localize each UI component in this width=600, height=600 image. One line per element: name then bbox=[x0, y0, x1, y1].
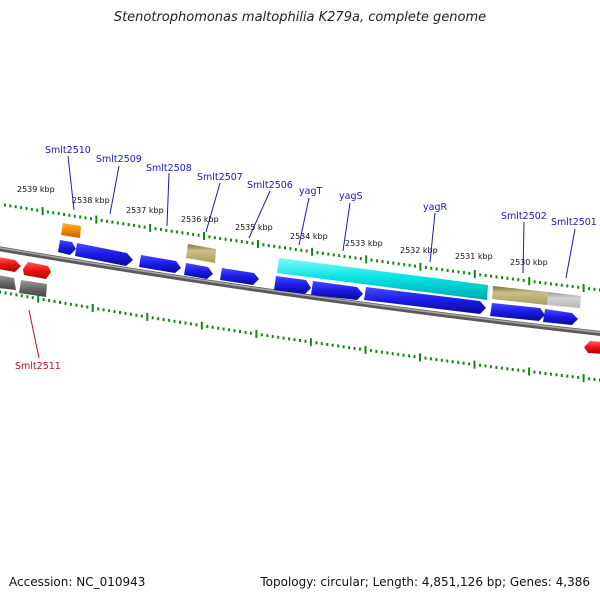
accession-text: Accession: NC_010943 bbox=[9, 575, 146, 589]
gene-label: Smlt2501 bbox=[551, 217, 597, 228]
gene-feature bbox=[61, 223, 81, 238]
gene-feature bbox=[0, 257, 21, 272]
gene-label: yagT bbox=[299, 186, 322, 197]
gene-feature bbox=[23, 262, 51, 279]
kbp-label: 2537 kbp bbox=[126, 206, 164, 215]
gene-feature bbox=[58, 240, 76, 255]
gene-feature bbox=[584, 341, 600, 354]
kbp-label: 2533 kbp bbox=[345, 239, 383, 248]
genome-summary-text: Topology: circular; Length: 4,851,126 bp… bbox=[260, 575, 590, 589]
gene-feature bbox=[220, 268, 259, 285]
gene-label: Smlt2511 bbox=[15, 361, 61, 372]
gene-feature bbox=[490, 303, 545, 321]
upper-tick-ring bbox=[4, 203, 600, 292]
gene-label: Smlt2506 bbox=[247, 180, 293, 191]
gene-feature bbox=[311, 281, 363, 300]
gene-label: Smlt2507 bbox=[197, 172, 243, 183]
kbp-label: 2531 kbp bbox=[455, 252, 493, 261]
kbp-label: 2532 kbp bbox=[400, 246, 438, 255]
kbp-label: 2534 kbp bbox=[290, 232, 328, 241]
map-title: Stenotrophomonas maltophilia K279a, comp… bbox=[113, 10, 487, 25]
gene-labels: Smlt2510 Smlt2509 Smlt2508 Smlt2507 Smlt… bbox=[15, 145, 597, 372]
gene-feature bbox=[492, 286, 548, 305]
kbp-scale-labels: 2539 kbp 2538 kbp 2537 kbp 2536 kbp 2535… bbox=[17, 185, 548, 267]
gene-feature bbox=[184, 263, 213, 279]
forward-strand-features bbox=[0, 223, 581, 308]
gene-feature bbox=[364, 287, 486, 314]
gene-feature bbox=[75, 243, 133, 266]
gene-feature bbox=[139, 255, 181, 273]
reverse-strand-features bbox=[0, 275, 600, 354]
gene-feature bbox=[274, 276, 311, 294]
gene-feature bbox=[0, 275, 16, 290]
lower-tick-ring bbox=[0, 290, 600, 383]
kbp-label: 2538 kbp bbox=[72, 196, 110, 205]
gene-feature bbox=[186, 244, 216, 263]
gene-label: yagS bbox=[339, 191, 363, 202]
kbp-label: 2535 kbp bbox=[235, 223, 273, 232]
genome-backbone bbox=[0, 246, 600, 336]
kbp-label: 2536 kbp bbox=[181, 215, 219, 224]
gene-label: yagR bbox=[423, 202, 447, 213]
gene-label: Smlt2510 bbox=[45, 145, 91, 156]
kbp-label: 2539 kbp bbox=[17, 185, 55, 194]
gene-label: Smlt2509 bbox=[96, 154, 142, 165]
gene-label: Smlt2508 bbox=[146, 163, 192, 174]
gene-feature bbox=[547, 292, 581, 308]
kbp-label: 2530 kbp bbox=[510, 258, 548, 267]
gene-feature bbox=[543, 309, 578, 325]
gene-feature bbox=[277, 258, 488, 300]
label-leader-lines bbox=[28, 155, 576, 359]
gene-feature bbox=[19, 280, 47, 297]
gene-label: Smlt2502 bbox=[501, 211, 547, 222]
